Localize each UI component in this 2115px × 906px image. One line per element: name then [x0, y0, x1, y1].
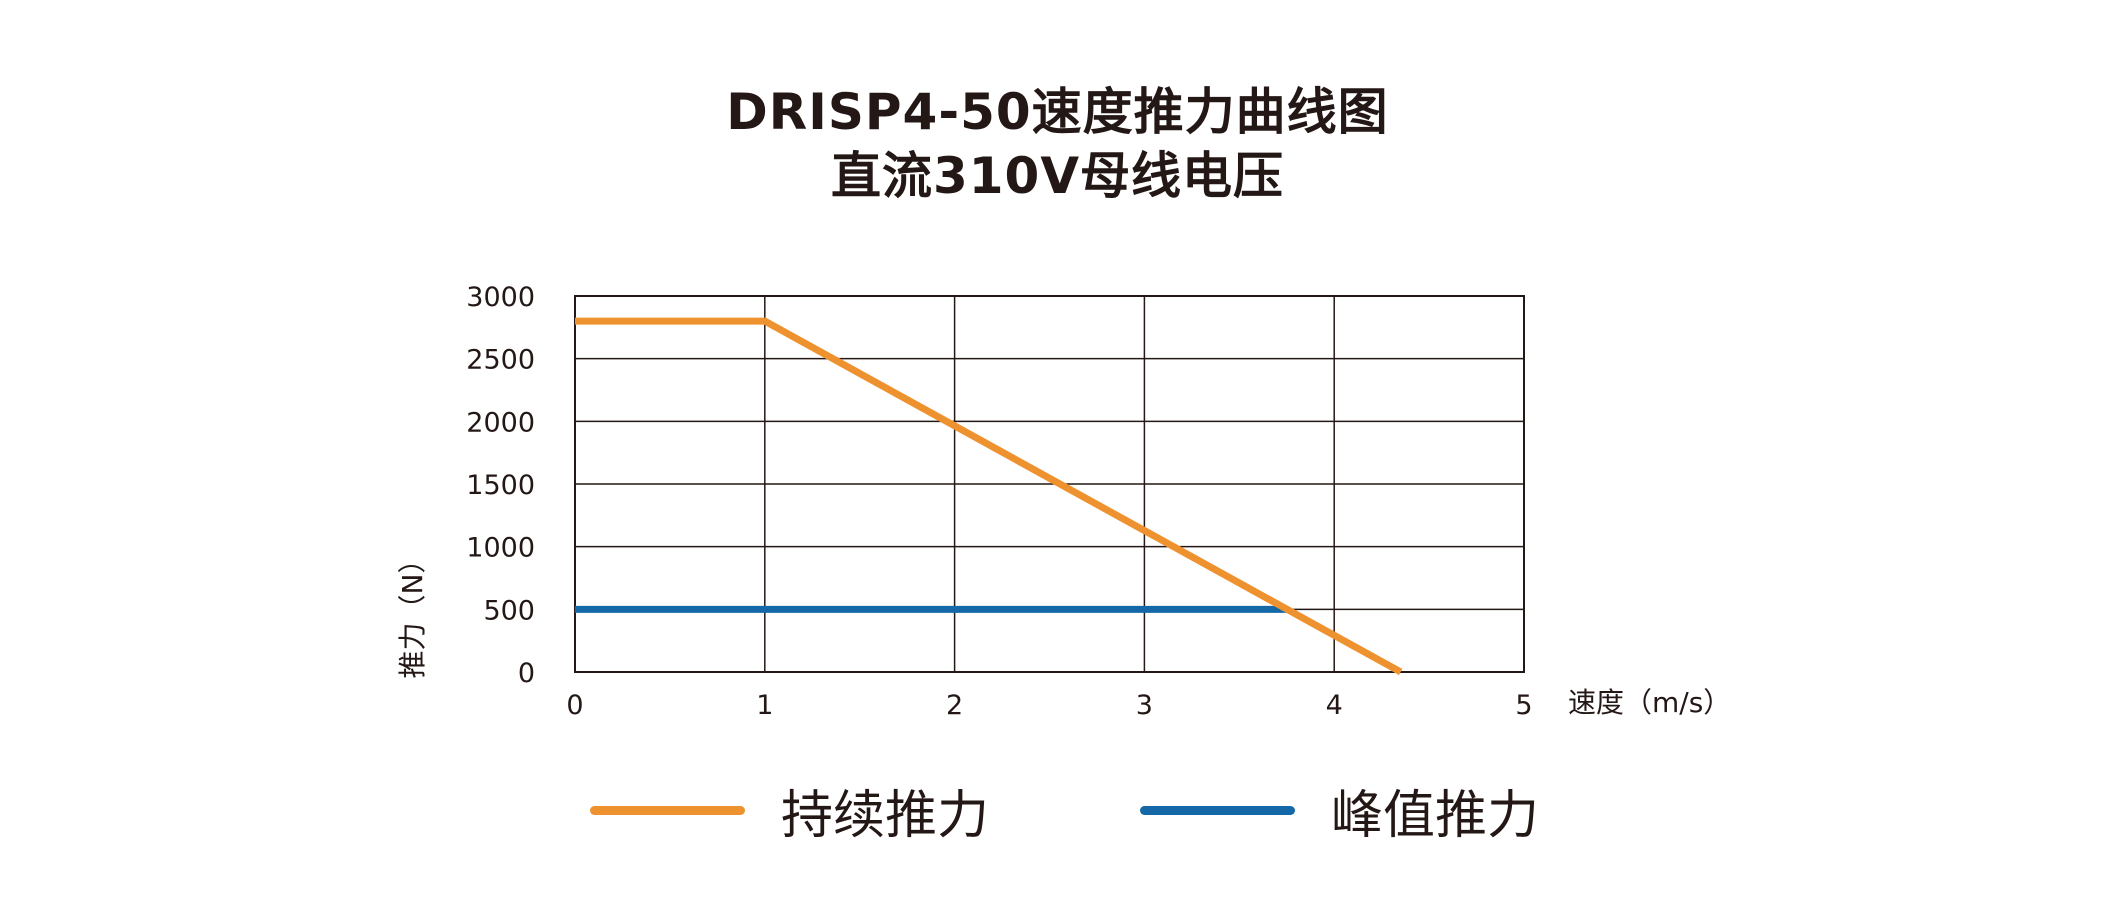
chart-title: DRISP4-50速度推力曲线图 — [726, 83, 1389, 141]
x-axis-label: 速度（m/s） — [1568, 686, 1731, 719]
y-tick-label: 1000 — [466, 533, 535, 564]
y-tick-label: 0 — [518, 658, 535, 689]
y-axis-label: 推力（N） — [396, 546, 429, 679]
x-tick-label: 0 — [566, 690, 583, 721]
legend-swatch-peak — [1140, 805, 1295, 815]
legend-label-continuous: 持续推力 — [781, 785, 990, 846]
y-tick-label: 500 — [483, 595, 535, 626]
series-line-continuous — [575, 317, 1403, 676]
x-tick-label: 5 — [1515, 690, 1532, 721]
legend-label-peak: 峰值推力 — [1331, 785, 1540, 846]
y-tick-label: 2500 — [466, 345, 535, 376]
legend-swatch-continuous — [590, 805, 745, 815]
x-tick-label: 1 — [756, 690, 773, 721]
y-tick-label: 3000 — [466, 282, 535, 313]
x-tick-label: 2 — [946, 690, 963, 721]
legend-item-peak: 峰值推力 — [1140, 775, 1540, 846]
y-tick-label: 2000 — [466, 407, 535, 438]
legend-item-continuous: 持续推力 — [590, 775, 990, 846]
x-tick-label: 4 — [1326, 690, 1343, 721]
x-tick-label: 3 — [1136, 690, 1153, 721]
chart-subtitle: 直流310V母线电压 — [830, 147, 1285, 205]
y-tick-label: 1500 — [466, 470, 535, 501]
